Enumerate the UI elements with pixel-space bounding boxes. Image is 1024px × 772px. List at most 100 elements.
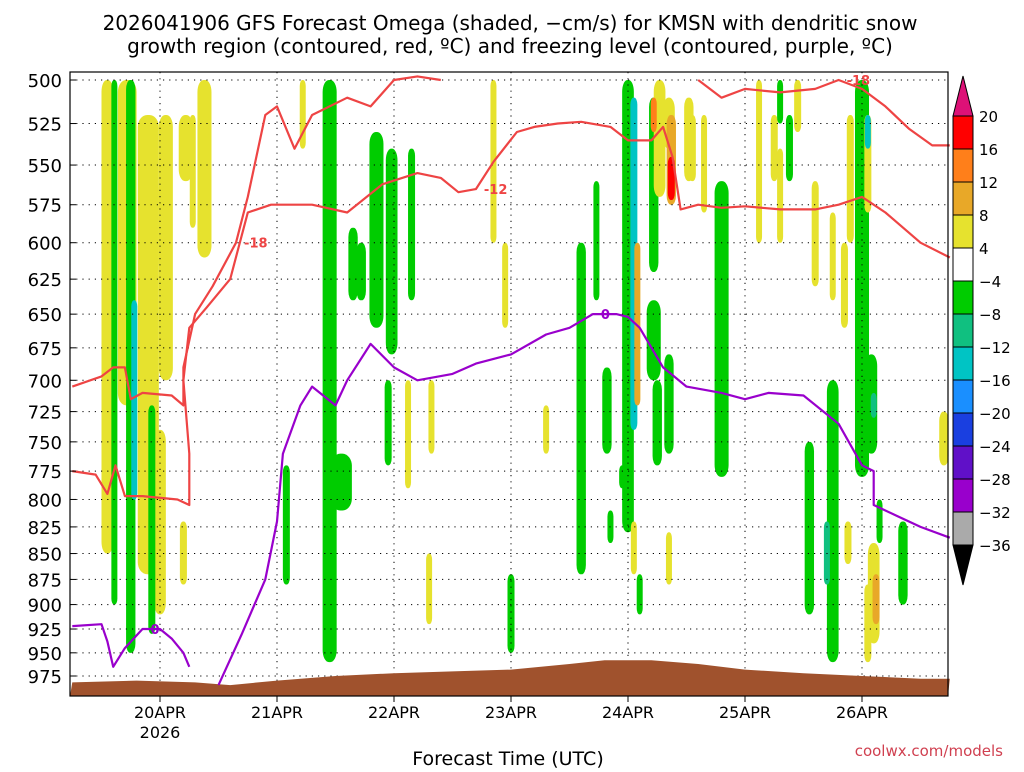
colorbar-bottom-arrow bbox=[952, 544, 974, 586]
colorbar-label-10: −24 bbox=[979, 438, 1011, 456]
omega-shading bbox=[101, 80, 949, 663]
colorbar-label-3: 8 bbox=[979, 207, 989, 225]
omega-cell-42 bbox=[650, 97, 657, 133]
freezing-contour-line-0 bbox=[72, 623, 191, 668]
omega-cell-53 bbox=[770, 115, 778, 182]
y-tick-label-9: 725 bbox=[28, 403, 62, 424]
omega-cell-45 bbox=[701, 115, 708, 213]
omega-cell-9 bbox=[111, 80, 118, 605]
plot-frame bbox=[69, 71, 949, 697]
colorbar-swatch-2 bbox=[952, 181, 974, 216]
y-tick-label-6: 650 bbox=[28, 305, 62, 326]
omega-cell-74 bbox=[898, 521, 908, 605]
colorbar-swatch-9 bbox=[952, 412, 974, 447]
omega-cell-54 bbox=[756, 80, 763, 243]
colorbar-label-8: −16 bbox=[979, 372, 1011, 390]
freezing-contour-label-1: 0 bbox=[601, 308, 610, 323]
freezing-contour-label-0: 0 bbox=[150, 623, 159, 638]
dgz-contour-line-0 bbox=[72, 120, 951, 507]
y-tick-label-5: 625 bbox=[28, 270, 62, 291]
omega-cell-0 bbox=[101, 80, 114, 554]
colorbar-swatch-6 bbox=[952, 313, 974, 348]
omega-cell-52 bbox=[714, 181, 729, 477]
y-tick-label-10: 750 bbox=[28, 433, 62, 454]
omega-cell-13 bbox=[330, 453, 352, 511]
omega-cell-8 bbox=[126, 80, 136, 653]
omega-cell-69 bbox=[870, 392, 877, 418]
omega-cell-29 bbox=[593, 181, 600, 301]
omega-cell-12 bbox=[322, 80, 337, 663]
colorbar-swatch-11 bbox=[952, 478, 974, 513]
omega-cell-22 bbox=[282, 465, 290, 585]
colorbar-label-7: −12 bbox=[979, 339, 1011, 357]
y-tick-label-3: 575 bbox=[28, 196, 62, 217]
omega-cell-5 bbox=[154, 429, 166, 615]
omega-cell-24 bbox=[502, 242, 509, 328]
omega-cell-51 bbox=[665, 532, 672, 585]
omega-cell-28 bbox=[576, 242, 586, 575]
credit-text: coolwx.com/models bbox=[855, 742, 1003, 760]
omega-cell-10 bbox=[131, 300, 138, 500]
omega-cell-60 bbox=[846, 115, 854, 243]
x-tick-label-5: 25APR bbox=[719, 703, 771, 722]
omega-cell-58 bbox=[794, 80, 802, 133]
colorbar-label-11: −28 bbox=[979, 471, 1011, 489]
omega-cell-77 bbox=[939, 411, 949, 466]
x-tick-label-4: 24APR bbox=[602, 703, 654, 722]
colorbar-label-1: 16 bbox=[979, 141, 998, 159]
chart-title-line1: 2026041906 GFS Forecast Omega (shaded, −… bbox=[103, 11, 918, 35]
colorbar-top-arrow bbox=[952, 75, 974, 117]
dgz-contour-line-1 bbox=[71, 75, 441, 407]
dgz-contour-label-0: -12 bbox=[484, 183, 508, 198]
omega-cell-47 bbox=[652, 380, 662, 466]
colorbar-label-12: −32 bbox=[979, 504, 1011, 522]
colorbar-swatch-8 bbox=[952, 379, 974, 414]
omega-cell-73 bbox=[864, 584, 872, 663]
omega-cell-57 bbox=[777, 80, 784, 124]
x-tick-sublabel-0: 2026 bbox=[140, 723, 181, 742]
y-tick-label-19: 975 bbox=[28, 667, 62, 688]
colorbar-swatch-3 bbox=[952, 214, 974, 249]
omega-cell-20 bbox=[405, 380, 412, 489]
omega-cell-61 bbox=[840, 242, 848, 328]
omega-cell-56 bbox=[785, 115, 793, 182]
omega-cell-14 bbox=[348, 227, 358, 301]
omega-cell-55 bbox=[777, 148, 784, 243]
omega-cell-41 bbox=[667, 156, 675, 201]
colorbar-swatch-12 bbox=[952, 511, 974, 546]
omega-cell-30 bbox=[602, 367, 612, 454]
colorbar-swatch-10 bbox=[952, 445, 974, 480]
dgz-contour-line-2 bbox=[697, 78, 950, 147]
omega-cell-62 bbox=[829, 212, 836, 301]
y-tick-label-4: 600 bbox=[28, 234, 62, 255]
x-tick-label-6: 26APR bbox=[836, 703, 888, 722]
y-tick-label-11: 775 bbox=[28, 462, 62, 483]
y-tick-label-18: 950 bbox=[28, 644, 62, 665]
omega-cell-44 bbox=[688, 115, 696, 182]
colorbar-label-9: −20 bbox=[979, 405, 1011, 423]
y-axis: 500 525 550 575 600 625 650 675 700 725 750 775 800 8… bbox=[28, 71, 76, 688]
omega-cell-76 bbox=[844, 521, 852, 564]
omega-cell-36 bbox=[634, 242, 641, 406]
y-tick-label-15: 875 bbox=[28, 570, 62, 591]
omega-cell-26 bbox=[543, 405, 550, 454]
omega-cell-63 bbox=[804, 441, 815, 615]
omega-cell-16 bbox=[369, 132, 384, 328]
omega-cell-3 bbox=[158, 115, 173, 381]
dgz-contour-label-2: -18 bbox=[847, 74, 871, 89]
colorbar-label-0: 20 bbox=[979, 108, 998, 126]
colorbar-swatch-1 bbox=[952, 148, 974, 183]
y-tick-label-12: 800 bbox=[28, 490, 62, 511]
y-tick-label-7: 675 bbox=[28, 339, 62, 360]
colorbar-swatch-7 bbox=[952, 346, 974, 381]
x-tick-label-0: 20APR bbox=[134, 703, 186, 722]
omega-cell-75 bbox=[864, 115, 871, 149]
chart-title-line2: growth region (contoured, red, ºC) and f… bbox=[127, 34, 893, 58]
y-tick-label-0: 500 bbox=[28, 71, 62, 92]
omega-cell-6 bbox=[179, 521, 187, 585]
colorbar-swatch-0 bbox=[952, 115, 974, 150]
omega-cell-70 bbox=[876, 499, 883, 543]
omega-cell-21 bbox=[428, 380, 435, 454]
